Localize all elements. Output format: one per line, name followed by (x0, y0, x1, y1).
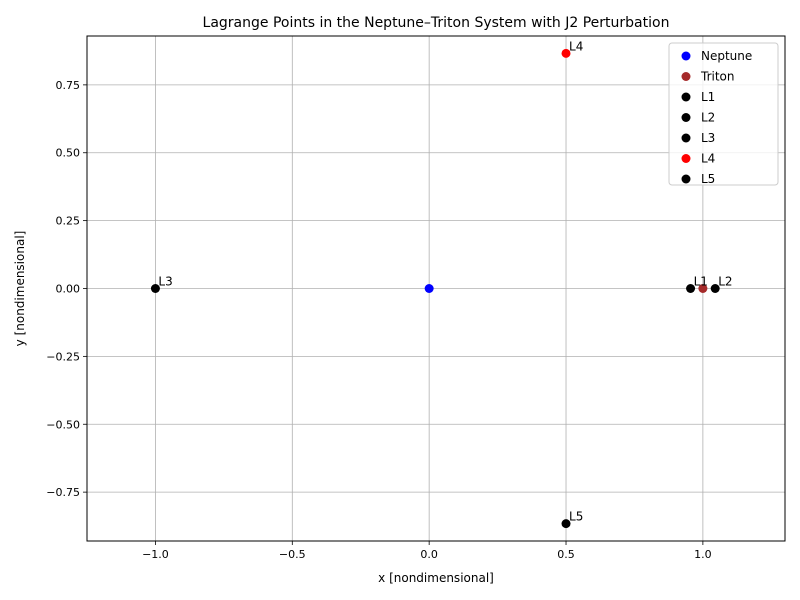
x-axis-ticks: −1.0 −0.5 0.0 0.5 1.0 (142, 541, 712, 561)
point-l2 (710, 284, 720, 293)
legend-marker-l1 (681, 92, 691, 102)
point-l1 (686, 284, 696, 293)
legend-marker-l4 (681, 154, 691, 163)
legend-box (668, 42, 779, 186)
x-tick-label: 0.0 (420, 548, 438, 561)
legend-marker-triton (681, 72, 691, 81)
point-label-l5: L5 (569, 510, 583, 524)
point-labels: L1 L2 L3 L4 L5 (158, 39, 732, 523)
y-tick-label: −0.50 (46, 418, 80, 431)
legend-marker-neptune (681, 51, 691, 61)
legend-marker-l5 (681, 174, 691, 184)
y-tick-label: 0.25 (56, 215, 81, 228)
y-axis-ticks: −0.75 −0.50 −0.25 0.00 0.25 0.50 0.75 (46, 79, 87, 499)
point-l5 (561, 519, 571, 529)
y-tick-label: 0.00 (56, 283, 81, 296)
legend-marker-l3 (681, 133, 691, 143)
data-points (150, 48, 720, 529)
point-neptune (424, 284, 434, 293)
legend-entry-l3: L3 (701, 131, 715, 145)
plot-frame (86, 35, 786, 542)
point-label-l4: L4 (569, 39, 583, 53)
chart-title: Lagrange Points in the Neptune–Triton Sy… (203, 15, 670, 31)
legend-entry-neptune: Neptune (701, 49, 752, 63)
y-tick-label: −0.25 (46, 350, 80, 363)
x-tick-label: −1.0 (142, 548, 169, 561)
point-triton (698, 284, 708, 293)
legend-entry-l4: L4 (701, 152, 715, 166)
x-tick-label: 1.0 (694, 548, 712, 561)
y-tick-label: 0.75 (56, 79, 81, 92)
legend: Neptune Triton L1 L2 L3 L4 L5 (668, 42, 779, 186)
y-tick-label: −0.75 (46, 486, 80, 499)
legend-entry-l1: L1 (701, 90, 715, 104)
point-label-l2: L2 (718, 275, 732, 289)
y-axis-label: y [nondimensional] (13, 231, 27, 347)
x-tick-label: 0.5 (557, 548, 575, 561)
legend-marker-l2 (681, 113, 691, 122)
legend-entry-triton: Triton (700, 70, 735, 84)
point-label-l1: L1 (694, 275, 708, 289)
legend-entry-l5: L5 (701, 172, 715, 186)
x-tick-label: −0.5 (279, 548, 306, 561)
y-tick-label: 0.50 (56, 147, 81, 160)
point-l4 (561, 48, 571, 58)
legend-entry-l2: L2 (701, 111, 715, 125)
point-l3 (150, 284, 160, 293)
x-axis-label: x [nondimensional] (378, 571, 494, 585)
point-label-l3: L3 (158, 275, 172, 289)
